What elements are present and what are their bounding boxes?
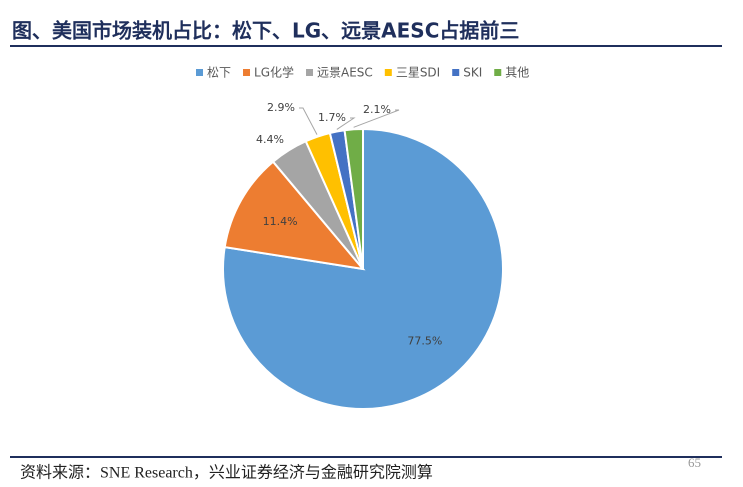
value-label: 1.7%: [318, 111, 346, 124]
legend-swatch: [384, 69, 392, 76]
value-label: 4.4%: [256, 133, 284, 146]
page-number: 65: [688, 455, 701, 470]
pie-slice: [223, 160, 366, 271]
legend-swatch: [452, 69, 460, 76]
leader-line: [353, 109, 400, 128]
legend-label: 其他: [505, 66, 529, 80]
legend-label: 三星SDI: [396, 66, 440, 80]
source-note: 资料来源：SNE Research，兴业证券经济与金融研究院测算: [20, 463, 433, 482]
legend: 松下 LG化学 远景AESC 三星SDI SKI 其他: [196, 65, 529, 80]
chart: 77.5% 11.4% 4.4% 2.9% 1.7% 2.1%: [222, 101, 504, 410]
legend-swatch: [243, 69, 251, 76]
slide-title: 图、美国市场装机占比：松下、LG、远景AESC占据前三: [12, 19, 519, 43]
pie-slice: [343, 127, 364, 270]
legend-label: LG化学: [254, 65, 294, 80]
value-label: 11.4%: [263, 215, 298, 228]
legend-swatch: [494, 69, 502, 76]
value-label: 2.1%: [363, 103, 391, 116]
pie-slice: [222, 127, 504, 410]
value-label: 77.5%: [407, 334, 442, 347]
leader-line: [336, 117, 356, 130]
legend-label: 松下: [207, 66, 231, 80]
value-label: 2.9%: [267, 101, 295, 114]
leader-line: [299, 107, 318, 135]
legend-label: 远景AESC: [317, 66, 373, 80]
legend-swatch: [306, 69, 314, 76]
legend-swatch: [196, 69, 203, 76]
legend-label: SKI: [463, 66, 482, 80]
